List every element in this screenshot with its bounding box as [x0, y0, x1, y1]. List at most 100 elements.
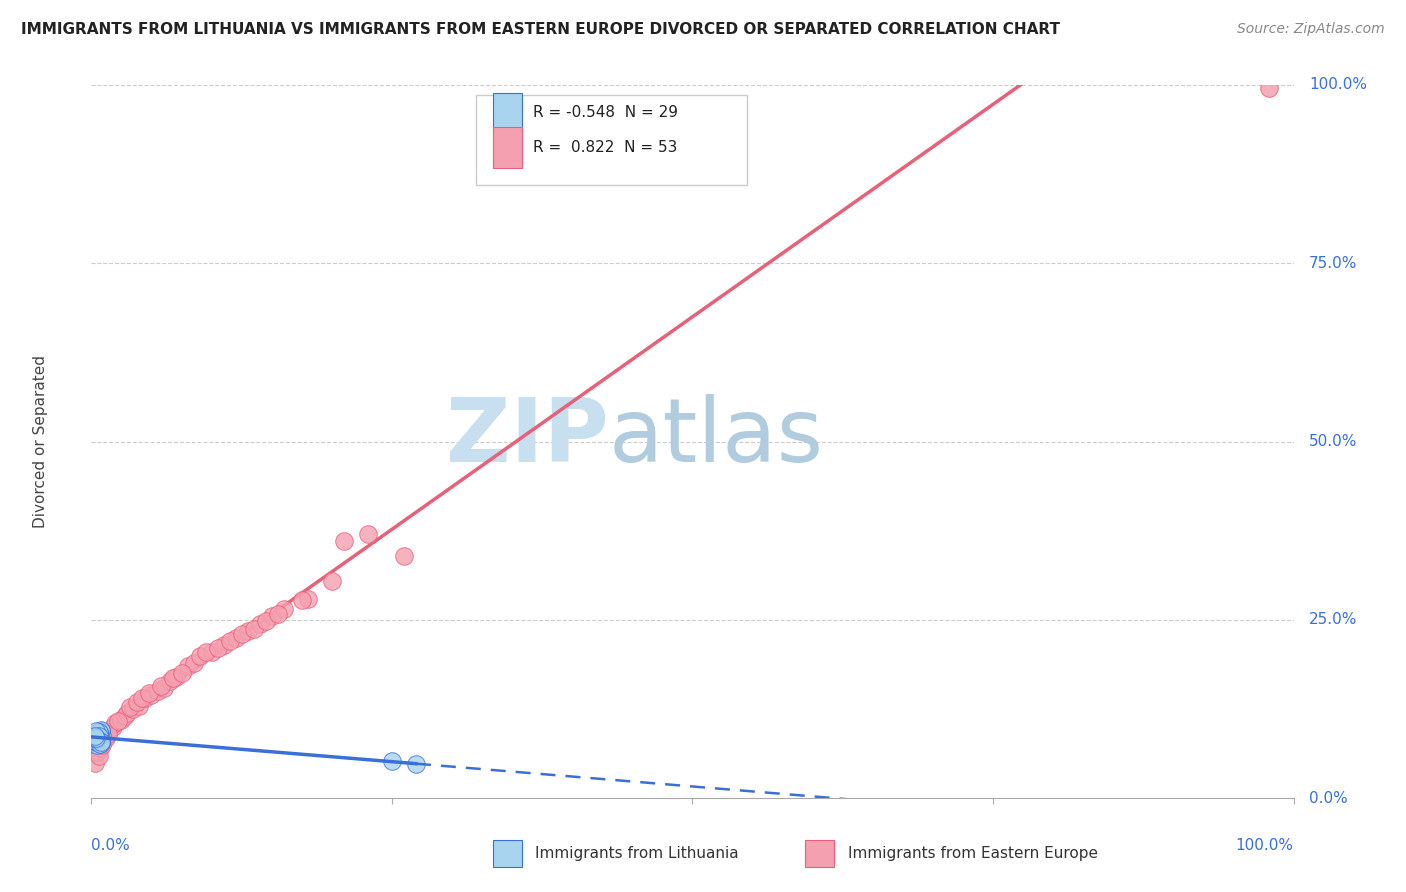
Point: [176, 659, 198, 673]
Point: [87, 736, 110, 750]
Point: [86, 731, 108, 745]
Point: [194, 645, 217, 659]
Point: [122, 702, 145, 716]
Point: [392, 549, 415, 563]
Point: [249, 616, 271, 631]
Point: [84, 727, 107, 741]
Text: 75.0%: 75.0%: [1309, 256, 1358, 270]
Point: [165, 670, 187, 684]
Point: [117, 706, 139, 720]
FancyBboxPatch shape: [806, 840, 834, 867]
Point: [87, 748, 110, 763]
Text: 100.0%: 100.0%: [1236, 838, 1294, 853]
Point: [236, 624, 259, 638]
Point: [405, 757, 427, 772]
Point: [86, 738, 108, 752]
Point: [89, 741, 111, 756]
Point: [98, 723, 121, 738]
Point: [273, 602, 295, 616]
Point: [93, 734, 115, 748]
Point: [107, 714, 129, 729]
Point: [84, 729, 107, 743]
Point: [86, 745, 108, 759]
FancyBboxPatch shape: [477, 95, 747, 185]
Point: [131, 691, 153, 706]
Point: [231, 627, 253, 641]
Point: [333, 534, 356, 549]
Point: [86, 730, 108, 744]
Text: ZIP: ZIP: [446, 394, 609, 482]
Point: [128, 698, 150, 713]
Point: [89, 732, 111, 747]
Point: [141, 688, 163, 702]
Point: [357, 527, 380, 541]
Point: [84, 756, 107, 770]
Text: Divorced or Separated: Divorced or Separated: [34, 355, 48, 528]
Text: Source: ZipAtlas.com: Source: ZipAtlas.com: [1237, 22, 1385, 37]
Point: [87, 732, 110, 747]
Point: [188, 648, 211, 663]
Point: [104, 716, 127, 731]
Point: [84, 724, 107, 739]
Point: [1258, 81, 1281, 95]
Point: [134, 691, 156, 706]
Text: 100.0%: 100.0%: [1309, 78, 1367, 92]
Point: [207, 641, 229, 656]
Point: [291, 593, 314, 607]
Text: 50.0%: 50.0%: [1309, 434, 1358, 449]
Point: [162, 672, 184, 686]
Text: R =  0.822  N = 53: R = 0.822 N = 53: [533, 140, 676, 154]
Point: [97, 727, 120, 741]
Point: [91, 729, 114, 743]
Point: [90, 723, 112, 737]
Point: [225, 631, 247, 645]
Point: [297, 591, 319, 606]
Point: [170, 666, 193, 681]
Point: [110, 713, 132, 727]
Point: [87, 729, 110, 743]
Point: [87, 726, 110, 740]
FancyBboxPatch shape: [494, 93, 522, 133]
Text: 0.0%: 0.0%: [1309, 791, 1348, 805]
Point: [101, 720, 124, 734]
Point: [152, 681, 174, 695]
Point: [114, 709, 136, 723]
FancyBboxPatch shape: [494, 127, 522, 168]
Text: R = -0.548  N = 29: R = -0.548 N = 29: [533, 105, 678, 120]
Text: 25.0%: 25.0%: [1309, 613, 1358, 627]
Point: [89, 737, 111, 751]
Point: [94, 731, 117, 745]
Point: [242, 622, 264, 636]
Point: [84, 728, 107, 742]
Text: 0.0%: 0.0%: [91, 838, 131, 853]
Point: [84, 725, 107, 739]
Point: [86, 731, 108, 746]
Point: [201, 645, 224, 659]
Point: [86, 732, 108, 747]
Point: [159, 673, 181, 688]
Point: [90, 736, 112, 750]
Point: [90, 723, 112, 738]
Point: [254, 615, 277, 629]
Point: [84, 735, 107, 749]
Text: Immigrants from Eastern Europe: Immigrants from Eastern Europe: [848, 847, 1098, 861]
Point: [91, 738, 114, 752]
Point: [267, 607, 290, 622]
Point: [125, 695, 148, 709]
Point: [84, 731, 107, 745]
Point: [260, 609, 283, 624]
Text: Immigrants from Lithuania: Immigrants from Lithuania: [534, 847, 738, 861]
Point: [183, 656, 205, 670]
FancyBboxPatch shape: [494, 840, 522, 867]
Text: IMMIGRANTS FROM LITHUANIA VS IMMIGRANTS FROM EASTERN EUROPE DIVORCED OR SEPARATE: IMMIGRANTS FROM LITHUANIA VS IMMIGRANTS …: [21, 22, 1060, 37]
Point: [138, 686, 160, 700]
Point: [87, 725, 110, 739]
Point: [218, 634, 240, 648]
Point: [89, 733, 111, 747]
Point: [90, 735, 112, 749]
Text: atlas: atlas: [609, 394, 824, 482]
Point: [321, 574, 343, 588]
Point: [381, 754, 404, 768]
Point: [150, 679, 173, 693]
Point: [212, 638, 235, 652]
